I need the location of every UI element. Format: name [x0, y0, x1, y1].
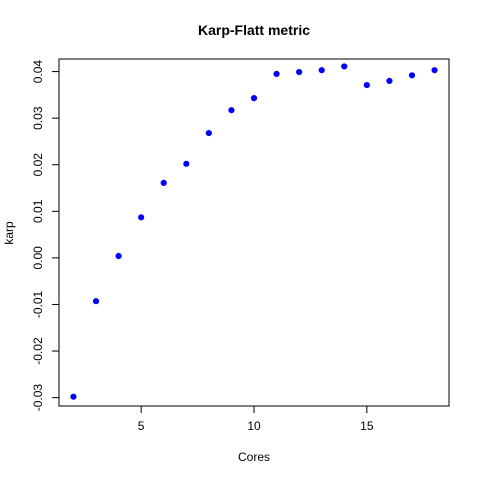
data-point [408, 72, 416, 79]
data-point [273, 70, 280, 78]
data-point [183, 160, 190, 167]
y-tick-label: -0.03 [31, 384, 45, 412]
x-tick-label: 15 [360, 419, 374, 433]
data-point [363, 81, 370, 89]
data-point [115, 252, 122, 260]
chart-title: Karp-Flatt metric [198, 22, 310, 38]
y-tick-label: 0.00 [31, 246, 45, 270]
data-point [431, 67, 438, 74]
x-axis-label: Cores [238, 450, 270, 464]
y-tick-label: -0.01 [31, 290, 45, 318]
data-point [386, 77, 393, 84]
data-point [296, 68, 303, 76]
x-axis: 5 10 15 [138, 405, 374, 433]
y-tick-label: 0.04 [31, 60, 45, 84]
data-point [70, 393, 77, 400]
data-point [160, 179, 167, 186]
data-point [318, 67, 325, 74]
y-tick-label: 0.01 [31, 199, 45, 223]
x-tick-label: 10 [247, 419, 261, 433]
data-point [250, 95, 258, 102]
x-tick-label: 5 [138, 419, 145, 433]
y-axis: -0.03 -0.02 -0.01 0.00 0.01 0.02 0.03 0.04 [31, 60, 60, 412]
data-point [138, 214, 145, 221]
y-axis-label: karp [2, 221, 16, 245]
data-points [70, 63, 438, 400]
data-point [92, 298, 100, 305]
data-point [228, 107, 235, 114]
data-point [341, 63, 348, 70]
y-tick-label: 0.02 [31, 153, 45, 177]
data-point [205, 129, 212, 137]
plot-frame [58, 58, 450, 407]
y-tick-label: -0.02 [31, 337, 45, 365]
y-tick-label: 0.03 [31, 106, 45, 130]
